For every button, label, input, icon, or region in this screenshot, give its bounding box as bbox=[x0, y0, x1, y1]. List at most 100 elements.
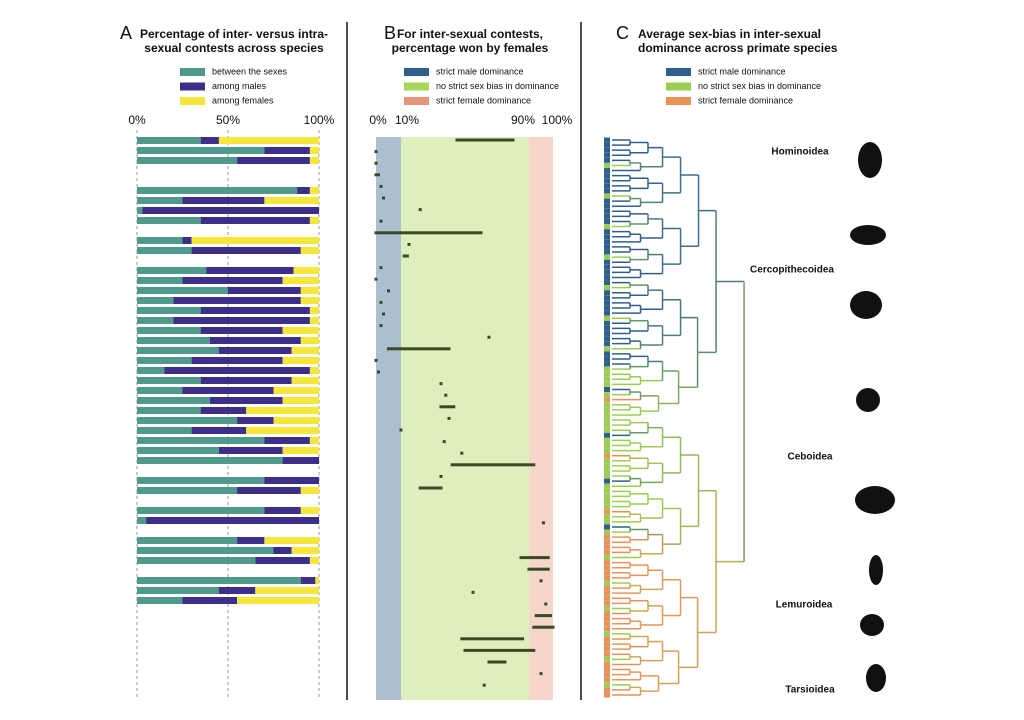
bar-segment bbox=[282, 397, 319, 404]
band bbox=[529, 137, 553, 700]
bar-segment bbox=[137, 417, 238, 424]
leaf-color bbox=[604, 274, 610, 280]
range-bar bbox=[379, 184, 383, 188]
panel-title: dominance across primate species bbox=[638, 41, 838, 55]
leaf-color bbox=[604, 682, 610, 688]
clade-label: Tarsioidea bbox=[785, 685, 835, 696]
leaf-color bbox=[604, 570, 610, 576]
bar-segment bbox=[182, 387, 274, 394]
leaf-color bbox=[604, 280, 610, 286]
bar-segment bbox=[137, 517, 147, 524]
bar-segment bbox=[182, 277, 283, 284]
bar-segment bbox=[137, 317, 174, 324]
leaf-color bbox=[604, 656, 610, 662]
bar-segment bbox=[309, 217, 319, 224]
bar-segment bbox=[273, 417, 319, 424]
leaf-color bbox=[604, 621, 610, 627]
legend-label: strict female dominance bbox=[436, 95, 531, 105]
clade-label: Lemuroidea bbox=[776, 600, 833, 611]
bar-segment bbox=[137, 397, 210, 404]
bar-segment bbox=[309, 187, 319, 194]
range-bar bbox=[487, 660, 507, 664]
bar-segment bbox=[237, 157, 310, 164]
leaf-color bbox=[604, 488, 610, 494]
leaf-color bbox=[604, 381, 610, 387]
legend-label: between the sexes bbox=[212, 66, 288, 76]
clade-label: Hominoidea bbox=[771, 147, 829, 158]
leaf-color bbox=[604, 661, 610, 667]
band bbox=[376, 137, 401, 700]
leaf-color bbox=[604, 300, 610, 306]
leaf-color bbox=[604, 330, 610, 336]
bar-segment bbox=[137, 247, 192, 254]
bar-segment bbox=[142, 207, 319, 214]
leaf-color bbox=[604, 234, 610, 240]
range-bar bbox=[377, 370, 380, 374]
silhouette bbox=[860, 614, 884, 636]
bar-segment bbox=[182, 197, 265, 204]
leaf-color bbox=[604, 560, 610, 566]
bar-segment bbox=[137, 357, 192, 364]
x-tick-label: 10% bbox=[395, 113, 419, 127]
leaf-color bbox=[604, 463, 610, 469]
bar-segment bbox=[137, 297, 174, 304]
bar-segment bbox=[309, 437, 319, 444]
bar-segment bbox=[237, 597, 319, 604]
range-bar bbox=[455, 138, 515, 142]
leaf-color bbox=[604, 290, 610, 296]
leaf-color bbox=[604, 229, 610, 235]
range-bar bbox=[463, 648, 536, 652]
legend-swatch bbox=[404, 97, 429, 105]
bar-segment bbox=[137, 597, 183, 604]
bar-segment bbox=[137, 207, 143, 214]
leaf-color bbox=[604, 595, 610, 601]
range-bar bbox=[374, 173, 380, 177]
clade-label: Cercopithecoidea bbox=[750, 265, 834, 276]
leaf-color bbox=[604, 269, 610, 275]
bar-segment bbox=[200, 307, 310, 314]
leaf-color bbox=[604, 677, 610, 683]
bar-segment bbox=[137, 197, 183, 204]
bar-segment bbox=[228, 287, 301, 294]
leaf-color bbox=[604, 371, 610, 377]
bar-segment bbox=[173, 297, 301, 304]
bar-segment bbox=[309, 367, 319, 374]
bar-segment bbox=[300, 247, 319, 254]
leaf-color bbox=[604, 285, 610, 291]
bar-segment bbox=[297, 187, 310, 194]
leaf-color bbox=[604, 458, 610, 464]
bar-segment bbox=[137, 377, 201, 384]
legend-swatch bbox=[404, 68, 429, 76]
range-bar bbox=[544, 602, 548, 606]
legend-swatch bbox=[666, 97, 691, 105]
leaf-color bbox=[604, 320, 610, 326]
leaf-color bbox=[604, 585, 610, 591]
leaf-color bbox=[604, 188, 610, 194]
leaf-color bbox=[604, 544, 610, 550]
leaf-color bbox=[604, 687, 610, 693]
bar-segment bbox=[282, 327, 319, 334]
panel-title: For inter-sexual contests, bbox=[397, 27, 543, 41]
legend-label: strict male dominance bbox=[698, 66, 786, 76]
leaf-color bbox=[604, 249, 610, 255]
bar-segment bbox=[218, 347, 292, 354]
bar-segment bbox=[309, 557, 319, 564]
leaf-color bbox=[604, 407, 610, 413]
bar-segment bbox=[173, 317, 310, 324]
bar-segment bbox=[300, 487, 319, 494]
range-bar bbox=[527, 567, 550, 571]
legend-label: no strict sex bias in dominance bbox=[436, 81, 559, 91]
bar-segment bbox=[200, 327, 283, 334]
band bbox=[401, 137, 529, 700]
bar-segment bbox=[137, 477, 265, 484]
bar-segment bbox=[293, 267, 319, 274]
legend-label: no strict sex bias in dominance bbox=[698, 81, 821, 91]
panel-label: B bbox=[384, 23, 396, 43]
leaf-color bbox=[604, 555, 610, 561]
leaf-color bbox=[604, 208, 610, 214]
range-bar bbox=[387, 289, 390, 293]
leaf-color bbox=[604, 453, 610, 459]
bar-segment bbox=[164, 367, 310, 374]
leaf-color bbox=[604, 432, 610, 438]
range-bar bbox=[450, 463, 536, 467]
